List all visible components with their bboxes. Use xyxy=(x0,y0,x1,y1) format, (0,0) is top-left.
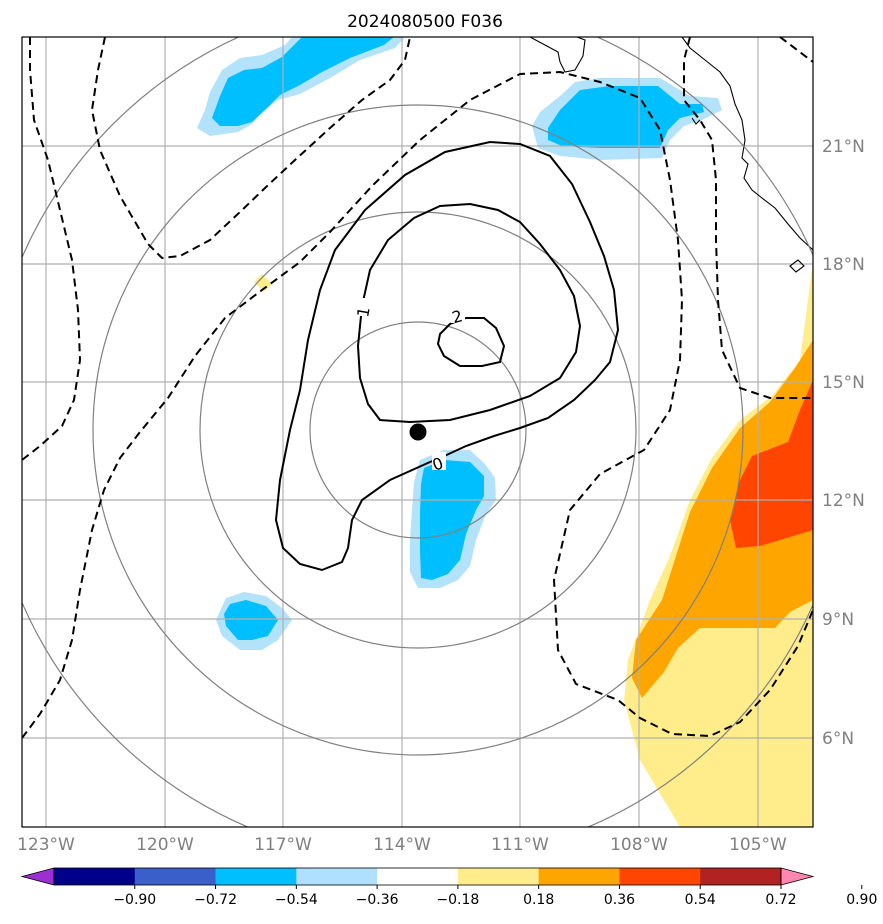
colorbar-tick-label: 0.72 xyxy=(765,892,796,908)
latitude-labels: 21°N 18°N 15°N 12°N 9°N 6°N xyxy=(822,137,865,749)
colorbar-segment xyxy=(215,868,297,885)
colorbar-tick-label: 0.90 xyxy=(846,892,877,908)
colorbar-segment xyxy=(457,868,540,885)
colorbar-extend-low xyxy=(20,867,55,886)
colorbar-tick-label: −0.36 xyxy=(356,892,399,908)
colorbar-segment xyxy=(538,868,620,885)
colorbar-tick-label: −0.90 xyxy=(113,892,156,908)
colorbar-tick-label: −0.18 xyxy=(436,892,479,908)
colorbar-tick-label: 0.18 xyxy=(523,892,554,908)
longitude-labels: 123°W 120°W 117°W 114°W 111°W 108°W 105°… xyxy=(17,835,787,855)
lat-label: 12°N xyxy=(822,491,865,511)
colorbar-extend-high xyxy=(780,867,815,886)
lon-label: 105°W xyxy=(729,835,787,855)
lat-label: 15°N xyxy=(822,373,865,393)
contour-label-group: 1 2 0 xyxy=(353,298,465,475)
colorbar-segment xyxy=(296,868,378,885)
lat-label: 18°N xyxy=(822,255,865,275)
contour-label-1: 1 xyxy=(353,305,373,318)
lat-label: 9°N xyxy=(822,610,854,630)
colorbar-ticks: −0.90 −0.72 −0.54 −0.36 −0.18 0.18 0.36 0.54 0.7… xyxy=(113,885,877,908)
plot-frame xyxy=(21,36,814,828)
colorbar-tick-label: −0.72 xyxy=(194,892,237,908)
colorbar-tick-label: 0.36 xyxy=(604,892,635,908)
figure-title: 2024080500 F036 xyxy=(347,12,503,32)
lon-label: 114°W xyxy=(373,835,431,855)
negative-contours xyxy=(22,37,813,739)
colorbar-tick-label: −0.54 xyxy=(275,892,318,908)
range-rings xyxy=(22,37,813,827)
colorbar-segment xyxy=(377,868,459,885)
colorbar: −0.90 −0.72 −0.54 −0.36 −0.18 0.18 0.36 0.54 0.7… xyxy=(20,867,877,908)
colorbar-segment xyxy=(134,868,217,885)
lon-label: 111°W xyxy=(491,835,549,855)
lon-label: 108°W xyxy=(610,835,668,855)
lon-label: 120°W xyxy=(136,835,194,855)
colorbar-segment xyxy=(619,868,701,885)
lat-label: 6°N xyxy=(822,729,854,749)
lon-label: 117°W xyxy=(254,835,312,855)
lat-label: 21°N xyxy=(822,137,865,157)
colorbar-segment xyxy=(700,868,782,885)
coastline xyxy=(529,37,813,273)
positive-speck xyxy=(254,274,272,292)
colorbar-frame xyxy=(53,867,782,886)
storm-center-dot xyxy=(409,423,427,441)
map-plot-area: 1 2 0 xyxy=(22,37,813,827)
colorbar-segment xyxy=(54,868,136,885)
contour-label-2: 2 xyxy=(450,306,465,327)
colorbar-segments xyxy=(20,867,815,886)
lon-label: 123°W xyxy=(17,835,75,855)
colorbar-tick-label: 0.54 xyxy=(685,892,716,908)
